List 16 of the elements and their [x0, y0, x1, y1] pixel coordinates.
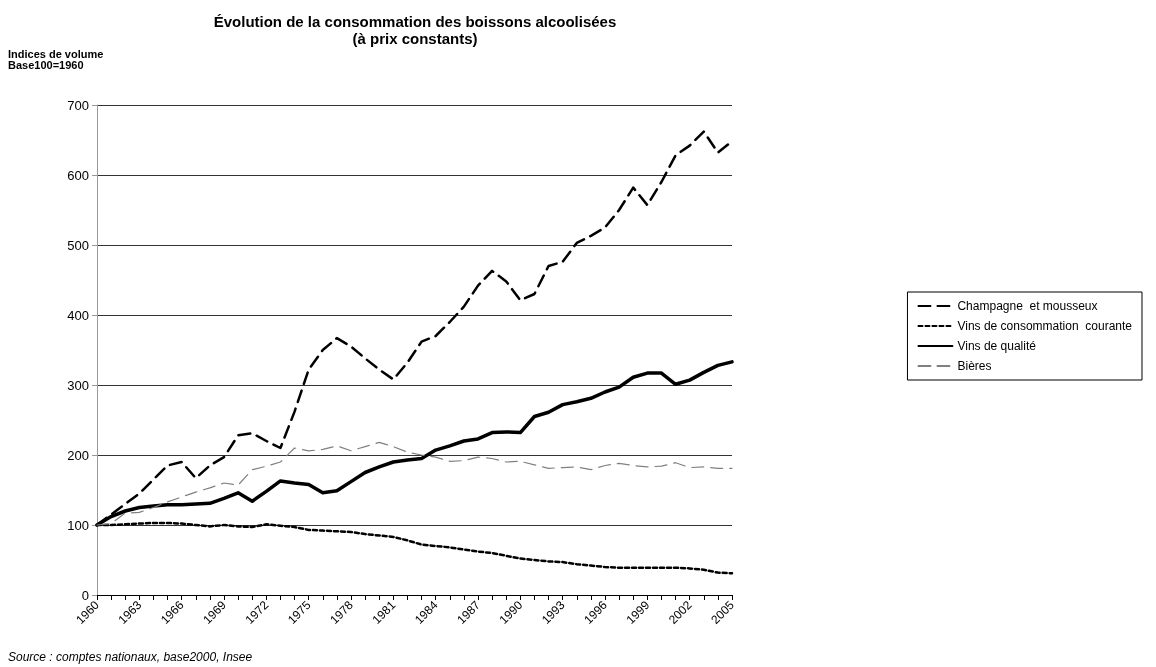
y-tick-label: 700 [67, 97, 89, 113]
y-axis-title: Indices de volume Base100=1960 [8, 47, 104, 71]
source-note: Source : comptes nationaux, base2000, Insee [8, 650, 253, 664]
legend-label: Champagne et mousseux [957, 299, 1098, 313]
legend-label: Vins de qualité [957, 339, 1037, 353]
y-tick-label: 200 [67, 447, 89, 463]
line-series [96, 441, 733, 526]
y-tick-label: 400 [67, 307, 89, 323]
y-tick-label: 600 [67, 167, 89, 183]
legend-label: Bières [957, 359, 992, 373]
legend-label: Vins de consommation courante [957, 319, 1133, 333]
y-tick-label: 300 [67, 377, 89, 393]
y-tick-label: 0 [81, 587, 89, 603]
y-tick-label: 100 [67, 517, 89, 533]
chart-title: Évolution de la consommation des boissons alcoolisées (à prix constants) [213, 13, 617, 47]
y-tick-label: 500 [67, 237, 89, 253]
